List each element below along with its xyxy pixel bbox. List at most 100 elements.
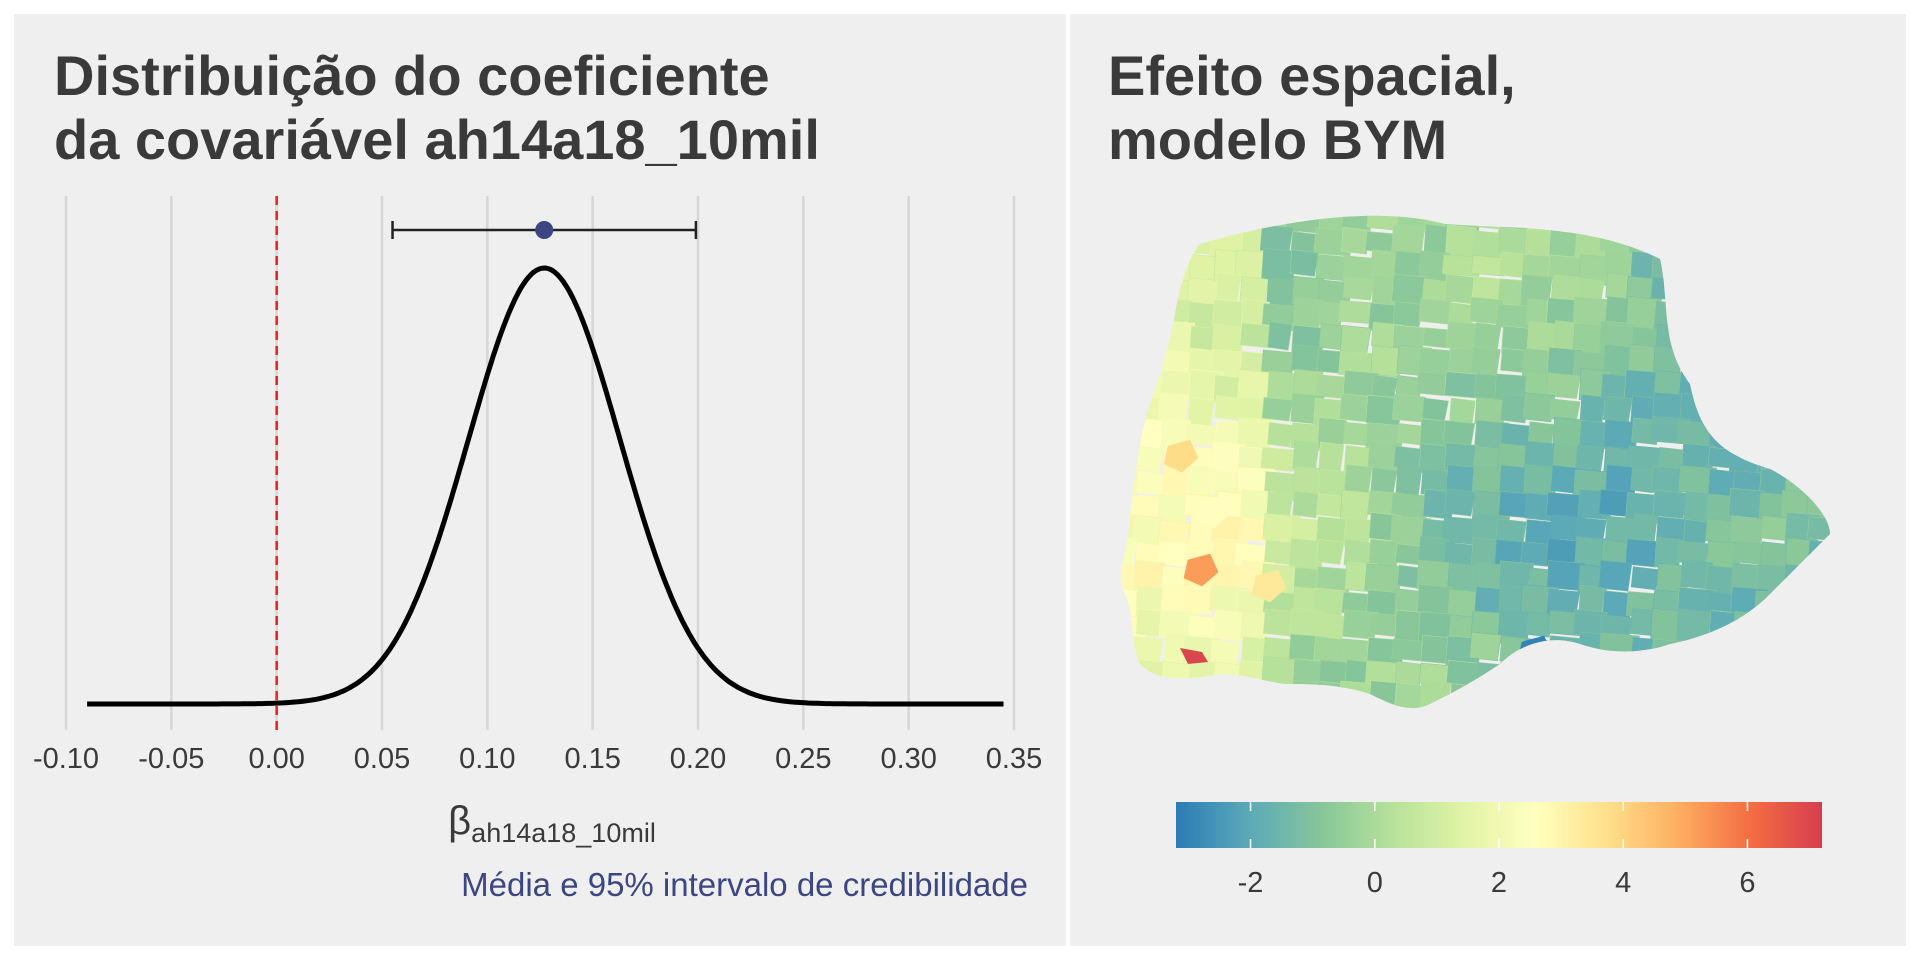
municipality-polygon — [1755, 215, 1796, 233]
municipality-polygon — [1811, 639, 1830, 671]
municipality-polygon — [1129, 659, 1166, 686]
municipality-polygon — [1707, 659, 1741, 694]
municipality-polygon — [1839, 587, 1865, 614]
municipality-polygon — [1133, 225, 1169, 258]
municipality-polygon — [1708, 350, 1739, 375]
municipality-polygon — [1708, 631, 1735, 668]
municipality-polygon — [1251, 569, 1287, 603]
municipality-polygon — [1132, 215, 1170, 234]
legend-tick-label: 0 — [1367, 867, 1383, 899]
municipality-polygon — [1418, 298, 1453, 325]
municipality-polygon — [1733, 421, 1771, 453]
municipality-polygon — [1601, 663, 1635, 689]
spatial-effect-panel: Efeito espacial, modelo BYM -2 0 2 4 6 — [1070, 14, 1906, 946]
municipality-polygon — [1733, 253, 1764, 279]
municipality-polygon — [1598, 560, 1633, 592]
municipality-polygon — [1836, 446, 1864, 470]
municipality-polygon — [1553, 704, 1582, 709]
municipality-polygon — [1651, 658, 1688, 693]
municipality-polygon — [1807, 539, 1830, 569]
municipality-polygon — [1236, 709, 1270, 737]
municipality-polygon — [1837, 207, 1873, 230]
legend-tick-label: -2 — [1238, 867, 1264, 899]
municipality-polygon — [1679, 711, 1710, 740]
municipality-polygon — [1837, 225, 1865, 258]
municipality-polygon — [1683, 301, 1710, 329]
municipality-polygon — [1515, 651, 1551, 685]
municipality-polygon — [1474, 661, 1507, 687]
municipality-polygon — [1449, 683, 1481, 709]
x-tick-label: 0.25 — [775, 743, 831, 775]
municipality-polygon — [1342, 276, 1375, 301]
municipality-polygon — [1680, 686, 1710, 709]
municipality-polygon — [1316, 538, 1345, 565]
municipality-polygon — [1260, 685, 1295, 709]
municipality-polygon — [1602, 395, 1633, 423]
municipality-polygon — [1755, 612, 1796, 641]
municipality-polygon — [1209, 639, 1241, 666]
municipality-polygon — [1754, 373, 1795, 401]
municipality-polygon — [1136, 349, 1163, 378]
municipality-polygon — [1787, 374, 1822, 406]
municipality-polygon — [1759, 302, 1791, 333]
municipality-polygon — [1785, 423, 1823, 453]
municipality-polygon — [1810, 613, 1830, 638]
municipality-polygon — [1158, 349, 1194, 373]
municipality-polygon — [1473, 709, 1504, 733]
municipality-polygon — [1627, 704, 1666, 709]
x-tick-label: 0.00 — [248, 743, 304, 775]
municipality-polygon — [1163, 439, 1199, 473]
municipality-polygon — [1600, 686, 1636, 709]
municipality-polygon — [1158, 712, 1190, 734]
x-axis-label: βah14a18_10mil — [448, 799, 656, 848]
municipality-polygon — [1676, 215, 1716, 236]
municipality-polygon — [1835, 273, 1872, 300]
municipality-polygon — [1756, 419, 1787, 454]
municipality-polygon — [1444, 488, 1476, 517]
municipality-polygon — [1545, 372, 1581, 399]
municipality-polygon — [1787, 611, 1820, 642]
municipality-polygon — [1370, 467, 1398, 494]
municipality-polygon — [1810, 321, 1830, 350]
municipality-polygon — [1470, 254, 1509, 277]
municipality-polygon — [1215, 271, 1242, 304]
municipality-polygon — [1547, 635, 1582, 662]
municipality-polygon — [1121, 422, 1141, 448]
municipality-polygon — [1651, 638, 1690, 663]
x-tick-label: -0.05 — [138, 743, 204, 775]
municipality-polygon — [1136, 248, 1170, 281]
map-title: Efeito espacial, modelo BYM — [1108, 44, 1516, 172]
municipality-polygon — [1650, 276, 1690, 302]
municipality-polygon — [1834, 567, 1873, 588]
municipality-polygon — [1734, 215, 1771, 238]
municipality-polygon — [1625, 538, 1661, 568]
municipality-polygon — [1807, 469, 1830, 494]
legend-tick-label: 4 — [1615, 867, 1631, 899]
municipality-polygon — [1753, 590, 1796, 623]
municipality-polygon — [1754, 350, 1793, 379]
municipality-polygon — [1236, 215, 1275, 232]
municipality-polygon — [1708, 610, 1739, 646]
municipality-polygon — [1832, 495, 1871, 521]
municipality-polygon — [1267, 321, 1293, 351]
coefficient-title-line-1: Distribuição do coeficiente — [54, 44, 770, 107]
municipality-polygon — [1838, 351, 1865, 379]
municipality-polygon — [1733, 326, 1761, 356]
municipality-polygon — [1470, 346, 1501, 378]
municipality-polygon — [1136, 685, 1168, 709]
municipality-polygon — [1835, 328, 1866, 349]
municipality-polygon — [1121, 685, 1142, 709]
municipality-polygon — [1292, 490, 1321, 519]
municipality-polygon — [1121, 301, 1144, 333]
municipality-polygon — [1838, 420, 1873, 453]
coefficient-chart-title: Distribuição do coeficiente da covariáve… — [54, 44, 820, 172]
municipality-polygon — [1756, 394, 1797, 424]
municipality-polygon — [1121, 446, 1138, 472]
municipality-polygon — [1682, 325, 1711, 353]
color-legend: -2 0 2 4 6 — [1176, 802, 1822, 899]
municipality-polygon — [1759, 683, 1795, 709]
municipality-polygon — [1626, 661, 1666, 685]
municipality-polygon — [1786, 681, 1821, 709]
municipality-polygon — [1681, 277, 1715, 302]
municipality-polygon — [1133, 705, 1163, 709]
